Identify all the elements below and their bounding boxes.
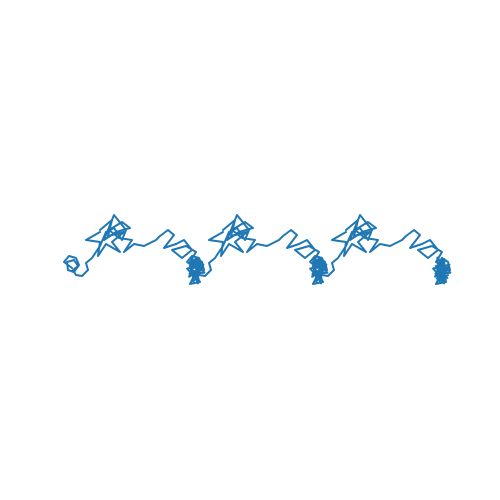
star-glyph-3	[331, 219, 371, 257]
motif-path-1	[63, 214, 205, 285]
star-glyph-2	[208, 219, 248, 257]
star-glyph-1	[85, 219, 125, 257]
tangle-blob-end	[435, 267, 449, 283]
motif-path-2	[186, 214, 328, 285]
motif-path-3	[309, 214, 451, 285]
repeating-motif-group	[63, 214, 452, 285]
